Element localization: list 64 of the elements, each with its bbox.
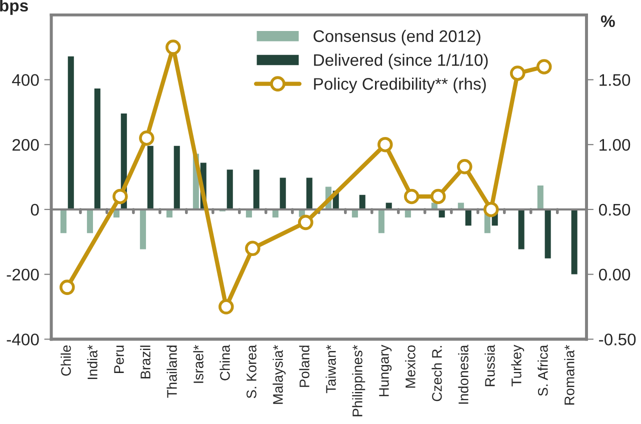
point [378, 136, 393, 152]
point [456, 159, 472, 174]
bar [358, 194, 367, 210]
x-tick-label: Poland [299, 346, 310, 387]
point [218, 299, 234, 314]
bar [278, 176, 288, 210]
point [112, 188, 128, 204]
x-tick-label: Czech R. [432, 346, 442, 402]
bar [543, 208, 552, 260]
x-tick-label: Turkey [511, 344, 524, 386]
x-tick-label: Israel* [193, 344, 204, 383]
x-tick-label: Romania* [564, 344, 574, 405]
point [245, 240, 260, 256]
x-tick-label: Brazil [140, 346, 150, 378]
point [404, 188, 420, 204]
y-tick-label: 400 [12, 74, 39, 86]
x-tick-label: India* [87, 344, 98, 379]
bar [516, 208, 526, 251]
y2-tick-label: 1.00 [600, 138, 630, 151]
y-tick-label: -400 [6, 334, 39, 346]
bar [138, 208, 148, 251]
point [536, 59, 552, 74]
x-tick-label: Mexico [405, 345, 416, 388]
x-tick-label: Taiwan* [326, 344, 336, 394]
x-tick-label: Chile [60, 345, 71, 376]
x-tick-label: Indonesia [458, 344, 468, 404]
x-tick-label: S. Africa [538, 344, 548, 396]
bar [66, 55, 76, 210]
x-tick-label: S. Korea [246, 344, 256, 398]
y-tick-label: 0 [30, 204, 39, 216]
legend-label: Consensus (end 2012) [314, 30, 480, 46]
x-tick-label: Philippines* [352, 344, 366, 416]
bar [92, 87, 102, 210]
point [298, 214, 314, 230]
point [60, 280, 75, 295]
x-tick-label: China [220, 344, 230, 380]
bar [172, 144, 182, 210]
bar [377, 208, 386, 234]
y2-tick-label: 1.50 [600, 74, 630, 86]
y-tick-label: 200 [12, 138, 39, 151]
y2-tick-label: 0.50 [598, 204, 630, 216]
bar [304, 176, 314, 210]
bar [252, 168, 261, 210]
x-tick-label: Peru [114, 346, 124, 373]
bar [86, 208, 94, 234]
x-tick-label: Hungary [379, 344, 392, 396]
point [166, 40, 181, 55]
point [430, 188, 446, 204]
y2-tick-label: -0.50 [599, 334, 636, 346]
legend-label: Policy Credibility** (rhs) [314, 78, 486, 94]
bar [225, 168, 234, 210]
y-tick-label: -200 [6, 268, 39, 281]
point [510, 66, 526, 81]
legend-label: Delivered (since 1/1/10) [314, 54, 488, 70]
bar [59, 208, 68, 234]
y2-tick-label: 0.00 [598, 268, 630, 281]
bar [536, 184, 545, 210]
x-tick-label: Thailand [166, 346, 177, 398]
bar [570, 208, 579, 276]
x-tick-label: Malaysia* [272, 344, 286, 404]
point [483, 202, 499, 218]
y2-axis-title: % [600, 15, 615, 28]
point [139, 130, 154, 146]
x-tick-label: Russia [484, 344, 495, 386]
